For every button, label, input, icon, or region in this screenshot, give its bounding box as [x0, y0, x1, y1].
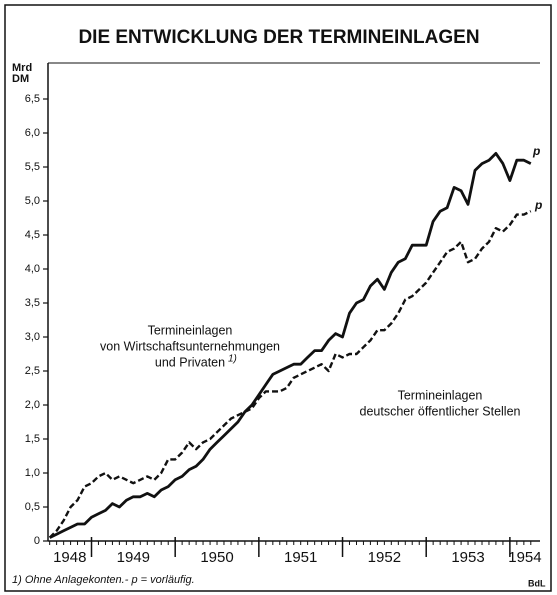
series-annotation: Termineinlagen: [148, 323, 233, 337]
y-tick-label: 0,5: [25, 501, 40, 513]
x-tick-label: 1950: [200, 549, 233, 566]
source: BdL: [528, 578, 546, 588]
x-tick-label: 1954: [508, 549, 541, 566]
y-tick-label: 3,5: [25, 297, 40, 309]
x-tick-label: 1952: [368, 549, 401, 566]
y-tick-label: 2,5: [25, 365, 40, 377]
footnote-marker: 1): [228, 354, 237, 365]
y-tick-label: 5,0: [25, 195, 40, 207]
end-label: p: [532, 144, 540, 158]
y-tick-label: 4,0: [25, 263, 40, 275]
y-tick-label: 6,5: [25, 93, 40, 105]
y-tick-label: 3,0: [25, 331, 40, 343]
y-axis-label: DM: [12, 73, 29, 85]
y-axis-label: Mrd: [12, 62, 32, 74]
y-tick-label: 1,0: [25, 467, 40, 479]
frame: [4, 4, 552, 592]
x-tick-label: 1953: [451, 549, 484, 566]
y-tick-label: 6,0: [25, 127, 40, 139]
series-line: [49, 152, 532, 539]
y-tick-label: 1,5: [25, 433, 40, 445]
series-annotation: und Privaten: [155, 355, 225, 369]
y-tick-label: 0: [34, 535, 40, 547]
end-label: p: [534, 198, 542, 212]
series-annotation: Termineinlagen: [398, 388, 483, 402]
y-tick-label: 4,5: [25, 229, 40, 241]
series-line: [48, 210, 532, 539]
x-tick-label: 1949: [117, 549, 150, 566]
series-annotation: deutscher öffentlicher Stellen: [360, 404, 521, 418]
footnote: 1) Ohne Anlagekonten.- p = vorläufig.: [12, 574, 195, 586]
x-tick-label: 1948: [53, 549, 86, 566]
x-tick-label: 1951: [284, 549, 317, 566]
y-tick-label: 5,5: [25, 161, 40, 173]
series-annotation: von Wirtschaftsunternehmungen: [100, 339, 280, 353]
chart-title: DIE ENTWICKLUNG DER TERMINEINLAGEN: [78, 27, 479, 48]
y-tick-label: 2,0: [25, 399, 40, 411]
